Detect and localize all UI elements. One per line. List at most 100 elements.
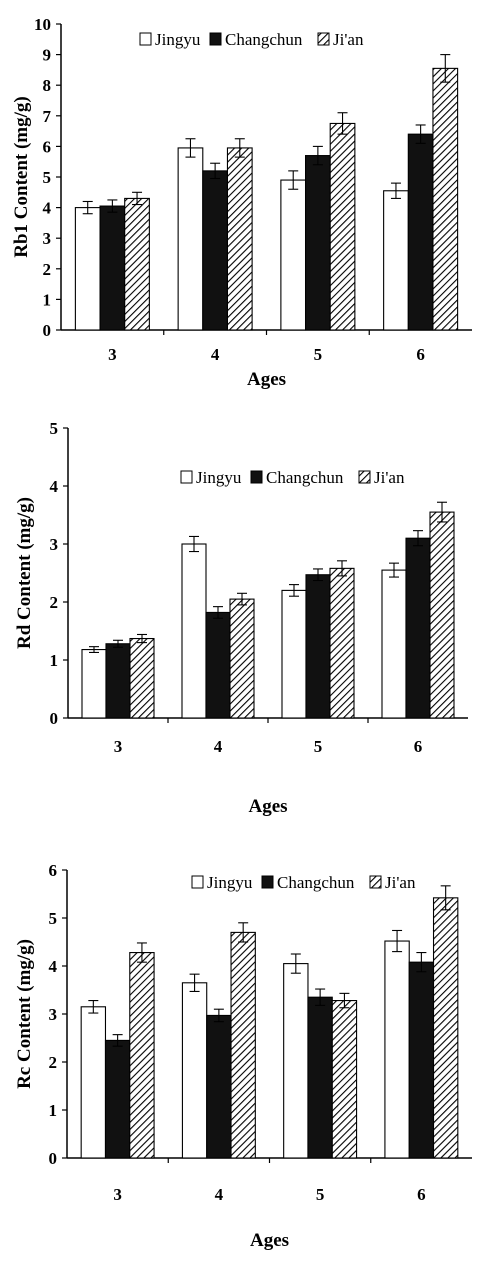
bar-jingyu-6 [384, 940, 410, 1159]
bar-jingyu-4 [181, 543, 207, 719]
y-tick-label: 2 [49, 1053, 58, 1072]
y-tick-label: 8 [43, 76, 52, 95]
legend-label-jian: Ji'an [333, 30, 364, 49]
x-tick-label: 4 [211, 345, 220, 364]
bar-jian-3 [129, 952, 155, 1159]
rb1-chart: 0 1 2 3 4 5 6 7 8 9 10 3 4 5 6 Ages Rb1 Content (mg/g) Ji… [11, 15, 472, 390]
y-tick-label: 3 [50, 535, 59, 554]
y-tick-label: 3 [49, 1005, 58, 1024]
x-tick-label: 6 [414, 737, 423, 756]
y-tick-label: 3 [43, 229, 52, 248]
legend-swatch-jian [358, 470, 371, 484]
rc-chart: 0 1 2 3 4 5 6 3 4 5 6 Ages Rc Content (mg/g) Jingyu Ch… [14, 861, 472, 1251]
y-tick-label: 2 [43, 260, 52, 279]
x-tick-label: 3 [114, 737, 123, 756]
y-tick-label: 10 [34, 15, 51, 34]
bar-jian-5 [329, 567, 355, 719]
legend-swatch-jian [369, 875, 382, 889]
bar-changchun-6 [408, 961, 435, 1159]
x-tick-label: 3 [113, 1185, 122, 1204]
bar-jian-4 [230, 931, 256, 1159]
bar-jingyu-4 [177, 147, 204, 331]
y-tick-label: 1 [49, 1101, 58, 1120]
y-tick-label: 4 [49, 957, 58, 976]
bar-changchun-5 [304, 155, 331, 331]
x-tick-label: 5 [314, 737, 323, 756]
x-axis-title: Ages [248, 796, 287, 817]
y-tick-label: 1 [43, 290, 52, 309]
y-axis-title: Rd Content (mg/g) [14, 497, 35, 649]
bar-jian-5 [331, 1000, 358, 1159]
bar-jingyu-3 [74, 207, 101, 331]
bar-jian-4 [229, 598, 255, 719]
rd-chart: 0 1 2 3 4 5 3 4 5 6 Ages Rd Content (mg/g) Jingyu Cha… [14, 419, 468, 817]
y-tick-label: 5 [43, 168, 52, 187]
y-axis-title: Rb1 Content (mg/g) [11, 96, 32, 258]
legend-swatch-changchun [261, 875, 274, 889]
bar-jian-3 [129, 637, 155, 719]
x-tick-label: 4 [215, 1185, 224, 1204]
legend-swatch-jingyu [139, 32, 152, 46]
bar-jian-5 [329, 122, 356, 331]
x-axis-title: Ages [250, 1230, 289, 1251]
bar-jingyu-5 [283, 963, 309, 1159]
y-tick-label: 1 [50, 651, 59, 670]
y-tick-label: 4 [50, 477, 59, 496]
legend-label-jingyu: Jingyu [196, 468, 242, 487]
y-tick-label: 6 [49, 861, 58, 880]
legend-swatch-changchun [209, 32, 222, 46]
bar-jingyu-5 [281, 589, 307, 719]
bar-jingyu-6 [383, 190, 409, 331]
legend-label-jingyu: Jingyu [207, 873, 253, 892]
bar-jian-6 [432, 67, 459, 331]
y-tick-label: 5 [49, 909, 58, 928]
bar-changchun-4 [202, 170, 229, 331]
y-tick-label: 7 [43, 107, 52, 126]
bar-changchun-3 [105, 643, 131, 719]
bar-jingyu-4 [181, 982, 208, 1159]
bar-jingyu-6 [381, 569, 407, 719]
bar-changchun-3 [99, 205, 126, 331]
x-axis-title: Ages [247, 369, 286, 390]
y-tick-label: 4 [43, 199, 52, 218]
legend-label-jian: Ji'an [385, 873, 416, 892]
legend-label-changchun: Changchun [225, 30, 303, 49]
y-tick-label: 5 [50, 419, 59, 438]
bar-jian-4 [226, 147, 253, 331]
bar-jian-6 [429, 511, 455, 719]
bar-changchun-4 [206, 1014, 232, 1159]
bar-jingyu-3 [80, 1006, 107, 1159]
bar-changchun-6 [407, 133, 434, 331]
bar-changchun-6 [405, 537, 431, 719]
bar-jingyu-5 [280, 179, 307, 331]
legend-label-jian: Ji'an [374, 468, 405, 487]
x-tick-label: 3 [108, 345, 117, 364]
bar-jian-6 [432, 897, 459, 1159]
y-tick-label: 2 [50, 593, 59, 612]
legend-swatch-jingyu [180, 470, 193, 484]
x-tick-label: 5 [314, 345, 323, 364]
y-axis-title: Rc Content (mg/g) [14, 939, 35, 1089]
bar-changchun-5 [307, 996, 333, 1159]
y-tick-label: 0 [50, 709, 59, 728]
y-tick-label: 6 [43, 137, 52, 156]
y-tick-label: 9 [43, 46, 52, 65]
x-tick-label: 6 [417, 1185, 426, 1204]
x-tick-label: 6 [416, 345, 425, 364]
bar-jian-3 [124, 197, 150, 331]
legend-label-changchun: Changchun [277, 873, 355, 892]
legend-swatch-jian [317, 32, 330, 46]
legend-label-jingyu: Jingyu [155, 30, 201, 49]
legend-swatch-changchun [250, 470, 263, 484]
legend-swatch-jingyu [191, 875, 204, 889]
bar-changchun-5 [305, 574, 331, 719]
legend-label-changchun: Changchun [266, 468, 344, 487]
y-tick-label: 0 [49, 1149, 58, 1168]
bar-changchun-3 [104, 1039, 131, 1159]
x-tick-label: 5 [316, 1185, 325, 1204]
bar-jingyu-3 [81, 649, 107, 719]
y-tick-label: 0 [43, 321, 52, 340]
bar-changchun-4 [205, 611, 231, 719]
x-tick-label: 4 [214, 737, 223, 756]
